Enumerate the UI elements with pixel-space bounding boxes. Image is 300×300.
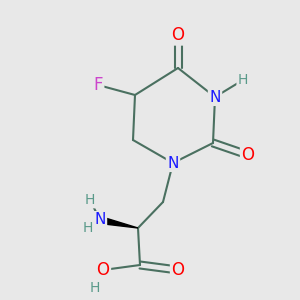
Text: F: F: [93, 76, 103, 94]
Text: H: H: [238, 73, 248, 87]
Text: N: N: [94, 212, 106, 227]
Text: H: H: [90, 281, 100, 295]
Text: O: O: [242, 146, 254, 164]
Text: H: H: [83, 221, 93, 235]
Text: N: N: [209, 89, 221, 104]
Polygon shape: [99, 217, 138, 228]
Text: H: H: [85, 193, 95, 207]
Text: O: O: [172, 261, 184, 279]
Text: N: N: [167, 155, 179, 170]
Text: O: O: [97, 261, 110, 279]
Text: O: O: [172, 26, 184, 44]
